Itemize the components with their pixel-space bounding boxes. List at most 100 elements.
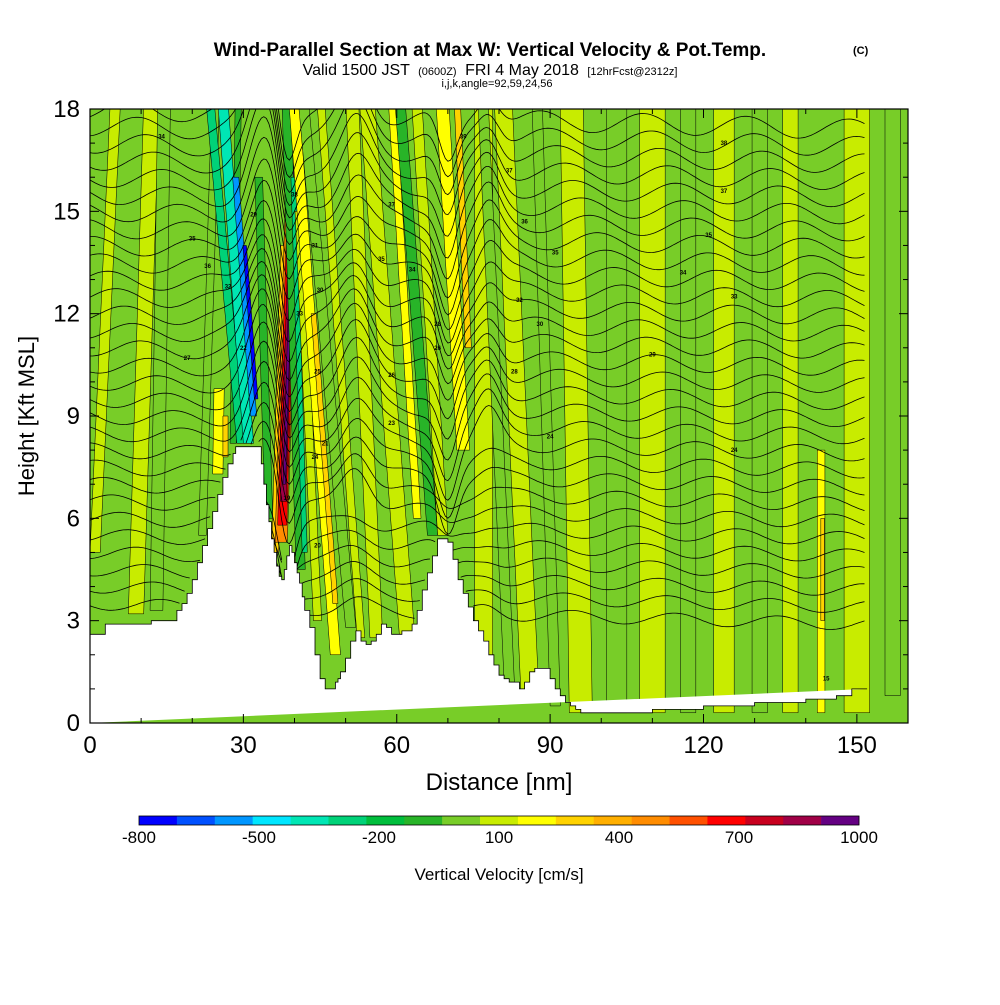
- contour-label-37: 24: [731, 448, 738, 454]
- theta-contour-18: [90, 234, 865, 357]
- velocity-band-5: [222, 415, 229, 458]
- theta-contour-11: [90, 340, 865, 482]
- terrain: [89, 446, 868, 723]
- contour-label-1: 35: [189, 237, 196, 243]
- x-tick-label: 0: [83, 732, 96, 759]
- y-tick-label: 6: [67, 505, 80, 532]
- colorbar-swatch-12: [593, 816, 632, 825]
- velocity-band-10: [242, 245, 259, 400]
- velocity-band-0: [90, 109, 121, 553]
- x-tick-label: 30: [230, 732, 257, 759]
- theta-contour-7: [90, 420, 865, 524]
- colorbar-swatch-14: [669, 816, 708, 825]
- contour-label-19: 26: [388, 373, 395, 379]
- contour-label-23: 39: [460, 134, 467, 140]
- x-axis-label: Distance [nm]: [426, 769, 573, 796]
- chart-title: Wind-Parallel Section at Max W: Vertical…: [214, 40, 766, 61]
- colorbar-swatch-13: [631, 816, 670, 825]
- colorbar-tick-label: 100: [485, 828, 513, 847]
- contour-label-9: 31: [312, 243, 319, 249]
- velocity-band-2: [149, 109, 171, 611]
- forecast-info: [12hrFcst@2312z]: [587, 66, 677, 78]
- y-tick-label: 9: [67, 403, 80, 430]
- theta-contour-9: [90, 381, 865, 519]
- colorbar-swatch-18: [821, 816, 860, 825]
- velocity-band-8: [218, 109, 254, 444]
- colorbar-label: Vertical Velocity [cm/s]: [414, 865, 583, 884]
- contour-label-31: 38: [721, 141, 728, 147]
- colorbar-swatch-15: [707, 816, 746, 825]
- theta-contour-15: [90, 274, 865, 401]
- colorbar: -800 -500 -200 100 400 700 1000: [122, 815, 878, 847]
- theta-contour-20: [90, 200, 865, 331]
- contour-label-25: 36: [521, 220, 528, 226]
- colorbar-swatch-7: [404, 816, 443, 825]
- velocity-band-22: [298, 109, 357, 628]
- x-tick-label: 90: [537, 732, 564, 759]
- theta-contour-21: [90, 179, 865, 316]
- velocity-band-27: [395, 109, 438, 536]
- contour-label-29: 28: [511, 370, 518, 376]
- chart-title-unit: (C): [853, 45, 869, 57]
- chart-subtitle: Valid 1500 JST (0600Z) FRI 4 May 2018 [1…: [303, 62, 678, 79]
- theta-contour-26: [90, 109, 865, 216]
- theta-contour-17: [90, 248, 865, 370]
- contour-label-22: 26: [434, 346, 441, 352]
- contour-label-0: 34: [158, 134, 165, 140]
- theta-contour-6: [90, 438, 865, 545]
- colorbar-swatch-3: [252, 816, 291, 825]
- theta-contour-25: [90, 109, 865, 237]
- velocity-band-43: [820, 518, 825, 621]
- contour-label-3: 32: [225, 284, 232, 290]
- theta-contour-8: [90, 401, 865, 535]
- velocity-band-26: [388, 109, 422, 519]
- velocity-band-44: [843, 109, 870, 714]
- contour-label-34: 34: [680, 271, 687, 277]
- colorbar-tick-label: -800: [122, 828, 156, 847]
- contour-label-26: 35: [552, 250, 559, 256]
- theta-contour-13: [90, 304, 865, 440]
- velocity-band-34: [531, 109, 561, 707]
- theta-contour-12: [90, 321, 865, 461]
- y-tick-label: 0: [67, 710, 80, 737]
- theta-contour-0: [90, 596, 865, 630]
- contour-label-18: 34: [409, 267, 416, 273]
- contour-label-35: 33: [731, 295, 738, 301]
- colorbar-swatch-4: [290, 816, 329, 825]
- y-tick-label: 12: [53, 301, 80, 328]
- y-tick-label: 15: [53, 198, 80, 225]
- theta-contour-10: [90, 360, 865, 501]
- colorbar-tick-label: -500: [242, 828, 276, 847]
- colorbar-swatch-16: [745, 816, 784, 825]
- valid-utc: (0600Z): [418, 66, 457, 78]
- colorbar-swatch-10: [517, 816, 557, 825]
- theta-contour-28: [90, 109, 865, 179]
- contour-label-32: 37: [721, 189, 728, 195]
- theta-contour-14: [90, 288, 865, 420]
- x-tick-label: 60: [383, 732, 410, 759]
- colorbar-swatch-9: [480, 816, 519, 825]
- grid-indices: i,j,k,angle=92,59,24,56: [441, 78, 552, 90]
- contour-label-27: 32: [516, 298, 523, 304]
- velocity-band-4: [212, 388, 225, 475]
- theta-contour-24: [90, 116, 865, 259]
- contour-label-6: 22: [240, 346, 247, 352]
- y-tick-label: 18: [53, 96, 80, 123]
- contour-label-16: 37: [388, 203, 395, 209]
- theta-contours: [90, 109, 865, 630]
- y-axis-label: Height [Kft MSL]: [14, 336, 39, 496]
- contour-label-36: 29: [649, 353, 656, 359]
- theta-contour-1: [90, 578, 865, 613]
- colorbar-swatch-11: [555, 816, 595, 825]
- theta-contour-22: [90, 158, 865, 299]
- contour-label-20: 23: [388, 421, 395, 427]
- colorbar-swatch-0: [139, 816, 178, 825]
- valid-time: Valid 1500 JST: [303, 62, 411, 79]
- theta-contour-4: [90, 527, 865, 578]
- contour-label-33: 35: [705, 233, 712, 239]
- contour-label-4: 27: [184, 356, 191, 362]
- theta-contour-29: [90, 109, 865, 162]
- theta-contour-19: [90, 218, 865, 344]
